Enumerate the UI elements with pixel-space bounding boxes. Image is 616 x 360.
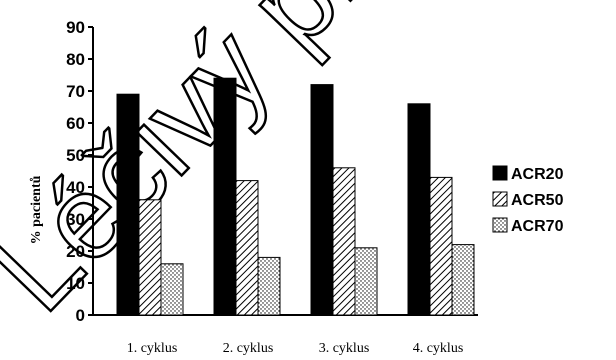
bar-acr20-2 <box>213 77 237 316</box>
x-category-label: 3. cyklus <box>319 341 370 356</box>
y-tick-label: 20 <box>66 242 85 261</box>
x-category-label: 1. cyklus <box>127 341 178 356</box>
bar-acr50-3 <box>332 167 356 316</box>
legend-label-acr50: ACR50 <box>511 192 564 209</box>
plot-area: 0 10 20 30 40 50 60 70 80 90 1. cyklus 2. cyklus 3. … <box>66 18 478 356</box>
bar-acr20-3 <box>310 84 334 316</box>
bar-acr70-1 <box>160 263 184 316</box>
bar-acr50-4 <box>429 176 453 316</box>
y-axis-label: % pacientů <box>29 175 44 244</box>
x-category-label: 2. cyklus <box>223 341 274 356</box>
y-tick-label: 10 <box>66 274 85 293</box>
legend: ACR20 ACR50 ACR70 <box>492 165 564 235</box>
bar-acr50-2 <box>235 180 259 316</box>
y-tick-label: 80 <box>66 50 85 69</box>
y-tick-label: 50 <box>66 146 85 165</box>
y-tick-label: 90 <box>66 18 85 37</box>
y-tick-label: 60 <box>66 114 85 133</box>
x-category-label: 4. cyklus <box>413 341 464 356</box>
legend-swatch-acr70 <box>492 217 508 233</box>
bar-acr20-1 <box>116 93 140 316</box>
bar-acr50-1 <box>138 199 162 316</box>
legend-label-acr70: ACR70 <box>511 218 564 235</box>
bar-acr70-2 <box>257 256 281 316</box>
bar-acr70-4 <box>451 244 475 316</box>
legend-label-acr20: ACR20 <box>511 166 564 183</box>
legend-swatch-acr20 <box>492 165 508 181</box>
bar-acr70-3 <box>354 247 378 316</box>
bar-acr20-4 <box>407 103 431 316</box>
y-tick-label: 0 <box>76 306 85 325</box>
y-tick-label: 30 <box>66 210 85 229</box>
legend-swatch-acr50 <box>492 191 508 207</box>
y-tick-label: 70 <box>66 82 85 101</box>
y-tick-label: 40 <box>66 178 85 197</box>
